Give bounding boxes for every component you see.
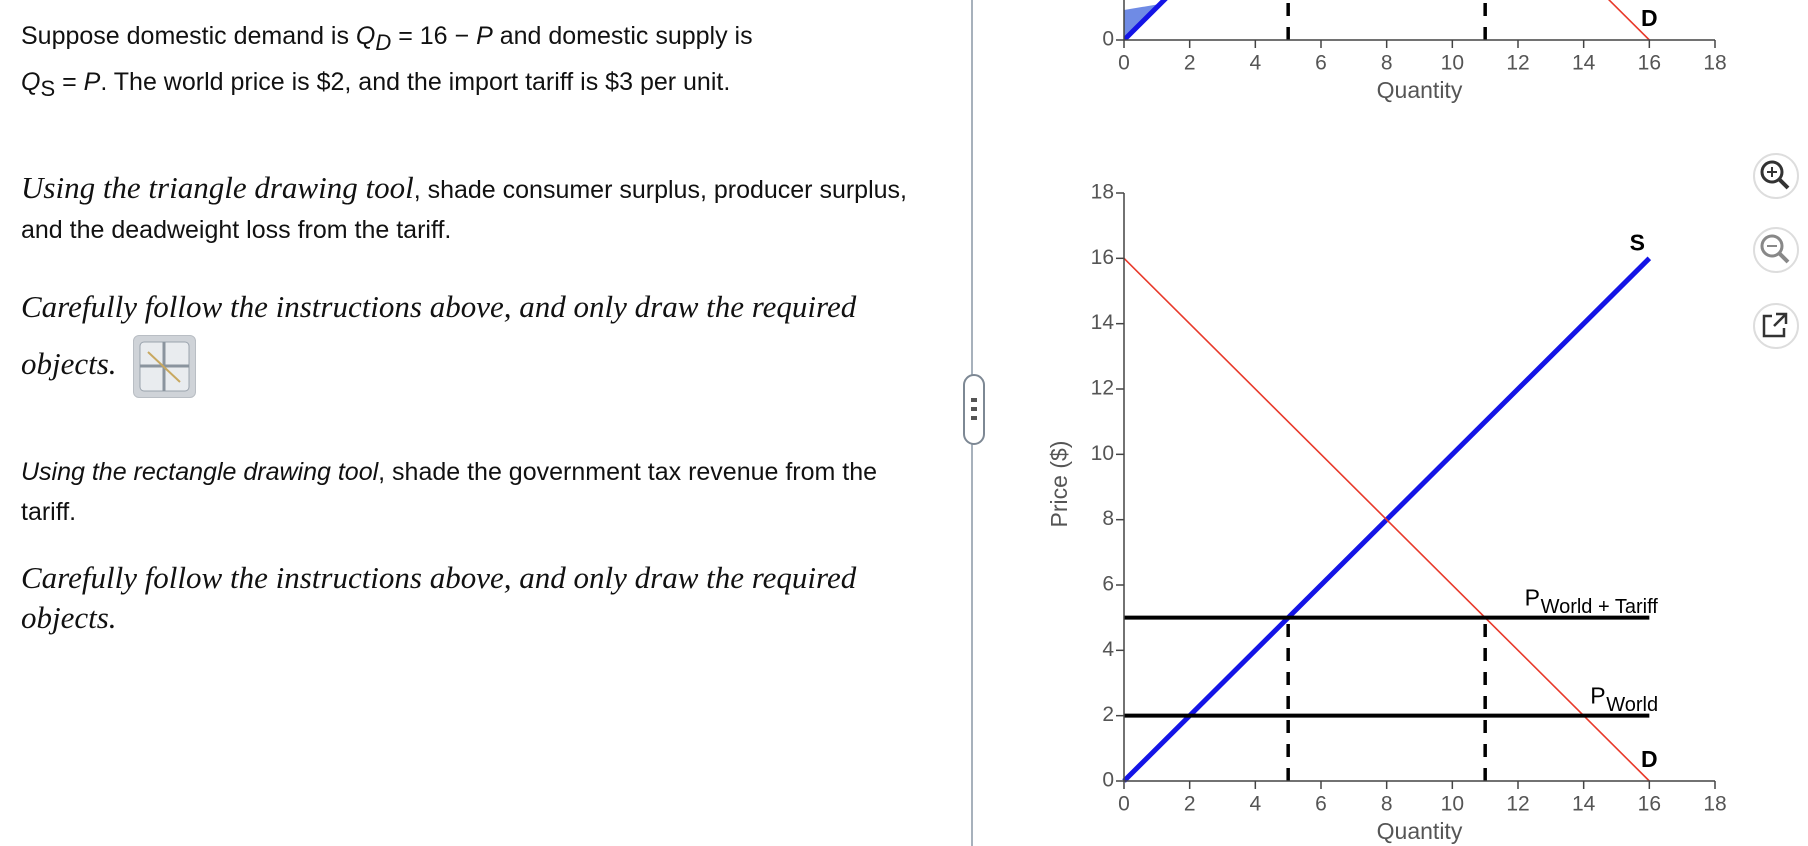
x-tick-label: 6 — [1315, 52, 1327, 75]
x-tick-label: 12 — [1506, 793, 1529, 816]
zoom-in[interactable] — [1753, 153, 1799, 199]
text: = 16 − — [391, 22, 477, 50]
x-tick-label: 8 — [1381, 52, 1393, 75]
text: = — [55, 68, 84, 96]
y-tick-label: 14 — [1091, 311, 1115, 334]
text: Suppose domestic demand is — [21, 22, 356, 50]
text: Q — [21, 68, 41, 96]
intro-line: QS = P. The world price is $2, and the i… — [21, 62, 921, 109]
series-label: D — [1641, 5, 1658, 31]
y-tick-label: 12 — [1091, 377, 1114, 400]
zoom-out[interactable] — [1753, 227, 1799, 273]
x-axis-label: Quantity — [1377, 818, 1463, 844]
x-tick-label: 10 — [1441, 793, 1464, 816]
y-tick-label: 2 — [1102, 703, 1114, 726]
y-tick-label: 0 — [1102, 28, 1114, 51]
x-tick-label: 2 — [1184, 793, 1196, 816]
note: Carefully follow the instructions above,… — [21, 278, 921, 399]
open-external[interactable] — [1753, 303, 1799, 349]
x-tick-label: 4 — [1249, 793, 1261, 816]
tool-name: Using the rectangle drawing tool — [21, 458, 379, 486]
icon — [139, 341, 190, 392]
y-axis-label: Price ($) — [1046, 441, 1072, 528]
triangle-tool-icon[interactable] — [132, 335, 196, 399]
y-tick-label: 16 — [1091, 246, 1114, 269]
series-label-sub: World + Tariff — [1541, 596, 1659, 618]
x-tick-label: 18 — [1703, 52, 1726, 75]
intro-line: Suppose domestic demand is QD = 16 − P a… — [21, 16, 921, 63]
x-tick-label: 16 — [1638, 793, 1661, 816]
x-tick-label: 2 — [1184, 52, 1196, 75]
x-tick-label: 6 — [1315, 793, 1327, 816]
x-tick-label: 18 — [1703, 793, 1726, 816]
text: , shade consumer surplus, producer surpl… — [21, 176, 907, 244]
series-label: P — [1525, 585, 1540, 611]
series-label-sub: World — [1606, 694, 1658, 716]
text: P — [476, 22, 493, 50]
x-tick-label: 16 — [1638, 52, 1661, 75]
text: and domestic supply is — [492, 22, 753, 50]
y-tick-label: 18 — [1091, 181, 1114, 204]
x-tick-label: 8 — [1381, 793, 1393, 816]
y-tick-label: 0 — [1102, 769, 1114, 792]
task: Using the triangle drawing tool, shade c… — [21, 168, 921, 250]
task: Using the rectangle drawing tool, shade … — [21, 452, 901, 532]
series-label: D — [1641, 746, 1658, 772]
text: P — [83, 68, 101, 96]
x-tick-label: 14 — [1572, 793, 1596, 816]
y-tick-label: 10 — [1091, 442, 1114, 465]
text: Carefully follow the instructions above,… — [21, 560, 857, 635]
x-tick-label: 0 — [1118, 52, 1130, 75]
series-label: S — [1630, 229, 1645, 255]
text: . The world price is $2, and the import … — [100, 68, 731, 96]
series-label: P — [1590, 683, 1605, 709]
series-line — [1607, 0, 1650, 40]
y-tick-label: 8 — [1102, 507, 1114, 530]
tool-name: Using the triangle drawing tool — [21, 170, 414, 205]
text: S — [40, 76, 56, 101]
note: Carefully follow the instructions above,… — [21, 558, 921, 638]
handle-dots — [971, 398, 977, 420]
plot-area: SD — [1124, 0, 1658, 40]
text: , shade the government tax revenue from … — [21, 458, 878, 526]
x-tick-label: 4 — [1249, 52, 1261, 75]
x-tick-label: 12 — [1506, 52, 1529, 75]
series-line — [1124, 0, 1168, 40]
text: Carefully follow the instructions above,… — [21, 289, 857, 381]
text: D — [375, 30, 392, 55]
y-tick-label: 6 — [1102, 573, 1114, 596]
x-axis-label: Quantity — [1377, 77, 1463, 103]
text: Q — [355, 22, 376, 50]
x-tick-label: 10 — [1441, 52, 1464, 75]
y-tick-label: 4 — [1102, 638, 1114, 661]
x-tick-label: 0 — [1118, 793, 1130, 816]
series-line — [1123, 257, 1650, 782]
x-tick-label: 14 — [1572, 52, 1596, 75]
